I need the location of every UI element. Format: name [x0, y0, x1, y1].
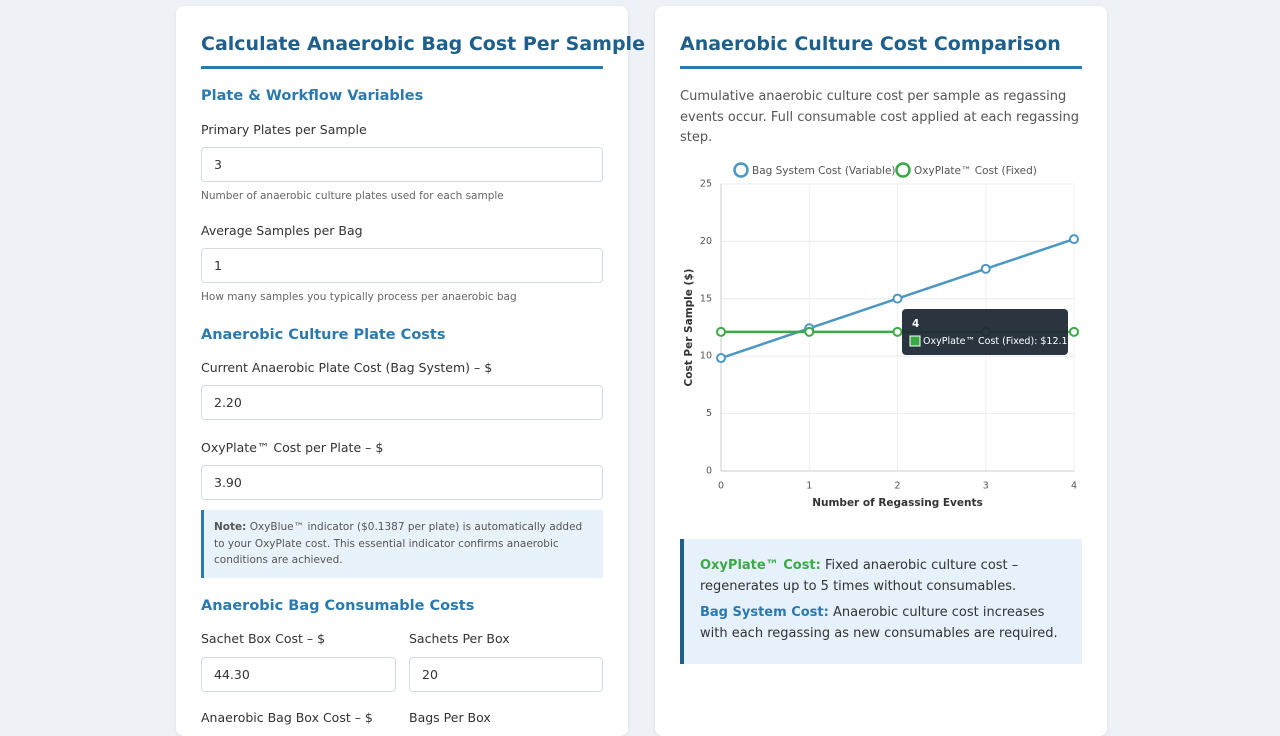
x-tick-label: 2 [894, 481, 900, 492]
section-heading: Plate & Workflow Variables [201, 88, 424, 104]
field-label: Primary Plates per Sample [201, 122, 367, 137]
input[interactable]: 3.90 [201, 465, 603, 500]
calculator-card [176, 6, 628, 736]
point [716, 353, 726, 364]
y-tick-label: 15 [700, 293, 712, 304]
y-tick-label: 10 [700, 351, 712, 362]
chart-title: Anaerobic Culture Cost Comparison [680, 33, 1061, 55]
input[interactable]: 1 [201, 248, 603, 283]
point [1069, 234, 1079, 245]
input[interactable]: 44.30 [201, 657, 396, 692]
point [980, 263, 991, 274]
field-help: Number of anaerobic culture plates used … [201, 190, 504, 202]
x-tick-label: 4 [1071, 481, 1077, 492]
input[interactable]: 20 [409, 657, 603, 692]
x-axis-label: Number of Regassing Events [812, 497, 983, 509]
tooltip [902, 309, 1068, 355]
y-tick-label: 25 [700, 179, 712, 190]
title-rule [201, 66, 603, 69]
description: Cumulative anaerobic culture cost per sa… [680, 89, 1079, 145]
legend-marker [733, 162, 749, 178]
info-lead: OxyPlate™ Cost: [700, 558, 821, 573]
x-tick-label: 1 [806, 481, 812, 492]
y-tick-label: 5 [706, 408, 712, 419]
tooltip-title: 4 [912, 318, 919, 330]
x-tick-label: 0 [718, 481, 724, 492]
legend-label: Bag System Cost (Variable) [752, 165, 896, 177]
title-rule [680, 66, 1082, 69]
info-lead: Bag System Cost: [700, 605, 829, 620]
point [892, 326, 903, 337]
page: Calculate Anaerobic Bag Cost Per Sample … [176, 6, 1107, 736]
point [892, 293, 903, 304]
field-label: Bags Per Box [409, 710, 491, 725]
field-label: Average Samples per Bag [201, 223, 363, 238]
y-tick-label: 0 [706, 466, 712, 477]
field-help: How many samples you typically process p… [201, 291, 517, 303]
calculator-title: Calculate Anaerobic Bag Cost Per Sample [201, 33, 645, 55]
point [1069, 326, 1079, 337]
section-heading: Anaerobic Culture Plate Costs [201, 327, 446, 343]
point [804, 326, 815, 337]
info-text: Fixed anaerobic culture cost – regenerat… [700, 558, 1019, 594]
tooltip-label: OxyPlate™ Cost (Fixed): $12.12 [923, 336, 1074, 347]
field-label: Sachets Per Box [409, 631, 510, 646]
field-label: Anaerobic Bag Box Cost – $ [201, 710, 373, 725]
note: Note: OxyBlue™ indicator ($0.1387 per pl… [201, 510, 603, 578]
legend-label: OxyPlate™ Cost (Fixed) [914, 165, 1037, 177]
x-tick-label: 3 [983, 481, 989, 492]
tooltip-swatch [909, 335, 921, 347]
y-axis-label: Cost Per Sample ($) [683, 269, 695, 387]
field-label: Current Anaerobic Plate Cost (Bag System… [201, 360, 493, 375]
note-lead: Note: [214, 521, 247, 533]
point [716, 326, 726, 337]
info-box: OxyPlate™ Cost: Fixed anaerobic culture … [680, 539, 1082, 664]
field-label: OxyPlate™ Cost per Plate – $ [201, 440, 384, 455]
field-label: Sachet Box Cost – $ [201, 631, 326, 646]
section-heading: Anaerobic Bag Consumable Costs [201, 598, 475, 614]
note-text: OxyBlue™ indicator ($0.1387 per plate) i… [214, 521, 583, 566]
y-tick-label: 20 [700, 236, 712, 247]
chart: 0 5 10 15 20 25 0 1 2 3 4 Number of Regassing Event… [683, 162, 1079, 509]
input[interactable]: 3 [201, 147, 603, 182]
input[interactable]: 2.20 [201, 385, 603, 420]
info-text: Anaerobic culture cost increases with ea… [700, 605, 1058, 641]
legend-marker [895, 162, 911, 178]
